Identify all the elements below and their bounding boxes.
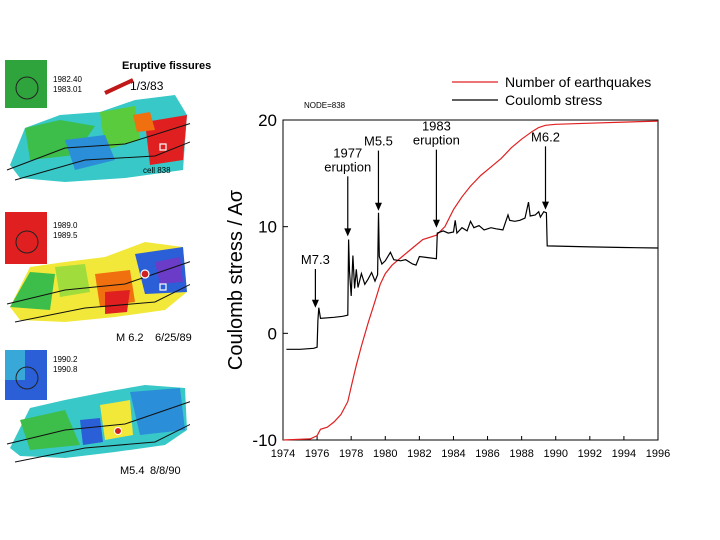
x-tick-label: 1984 [441,448,465,460]
annotation-0: M7.3 [301,252,330,308]
panel-2-event-date: 6/25/89 [155,332,192,344]
y-tick-label: 20 [258,111,277,130]
panel-2-period-end: 1989.5 [53,231,78,240]
annotation-arrow-head [374,202,382,211]
annotation-3: 1983 eruption [413,119,460,228]
panel-1-period-end: 1983.01 [53,85,82,94]
panel-2-event: M 6.2 [116,332,144,344]
map-panel-1-image [5,60,190,182]
plot-frame [282,119,659,441]
legend-label-0: Number of earthquakes [505,74,651,90]
annotation-label: 1983 eruption [413,119,460,148]
annotation-2: M5.5 [364,134,393,211]
inset-map-1 [5,60,47,108]
annotation-arrow-head [311,299,319,308]
map-panel-3: 1990.2 1990.8 [5,350,190,478]
coulomb-stress-chart: 1974 1976 1978 1980 1982 1984 1986 1988 1990 1992… [225,74,670,460]
epicenter-marker-3 [114,427,122,435]
fault-lines-2 [6,261,190,305]
y-tick-label: 0 [268,324,277,343]
panel-3-period-end: 1990.8 [53,365,78,374]
x-tick-label: 1980 [373,448,397,460]
y-tick-label: -10 [252,431,277,450]
panel-3-period-start: 1990.2 [53,355,78,364]
x-tick-label: 1982 [407,448,431,460]
panel-2-period-start: 1989.0 [53,221,78,230]
annotation-label: 1977 eruption [324,145,371,174]
series-line-earthquakes [282,120,659,441]
x-tick-label: 1992 [578,448,602,460]
x-tick-label: 1978 [339,448,363,460]
map-panel-2-image [5,212,190,323]
annotation-4: M6.2 [531,129,560,210]
annotation-1: 1977 eruption [324,145,371,237]
eruptive-fissures-label: Eruptive fissures [122,60,212,72]
fault-lines-3 [6,401,190,445]
legend-label-1: Coulomb stress [505,92,602,108]
node-label: NODE=838 [304,101,346,110]
x-tick-label: 1974 [271,448,295,460]
annotation-label: M6.2 [531,129,560,144]
annotation-arrow-head [542,201,549,210]
annotation-arrow-head [432,219,440,228]
fissure-marker [104,78,134,95]
annotation-label: M7.3 [301,252,330,267]
x-tick-label: 1986 [475,448,499,460]
panel-1-period-start: 1982.40 [53,75,82,84]
fissure-date: 1/3/83 [130,79,164,93]
y-tick-label: 10 [258,218,277,237]
inset-map-2 [5,212,47,264]
x-tick-label: 1988 [509,448,533,460]
annotation-label: M5.5 [364,134,393,149]
panel-1-cell-label: cell 838 [143,166,171,175]
stress-shadow-3 [130,388,185,435]
x-tick-label: 1990 [543,448,567,460]
map-panel-3-image [5,350,190,463]
x-tick-label: 1996 [646,448,670,460]
panel-3-event-date: 8/8/90 [150,465,181,477]
annotation-arrow-head [344,228,352,237]
fault-lines-1 [6,123,190,171]
x-tick-label: 1994 [612,448,636,460]
epicenter-marker-2 [140,269,150,279]
x-tick-label: 1976 [305,448,329,460]
y-axis-label: Coulomb stress / Aσ [225,189,247,370]
panel-3-event: M5.4 [120,465,145,477]
map-panel-2: 1989.0 1989.5 [5,212,190,340]
map-panel-1: 1982.40 1983.01 cell 838 [5,60,190,188]
series-line-coulomb-stress [286,201,659,350]
